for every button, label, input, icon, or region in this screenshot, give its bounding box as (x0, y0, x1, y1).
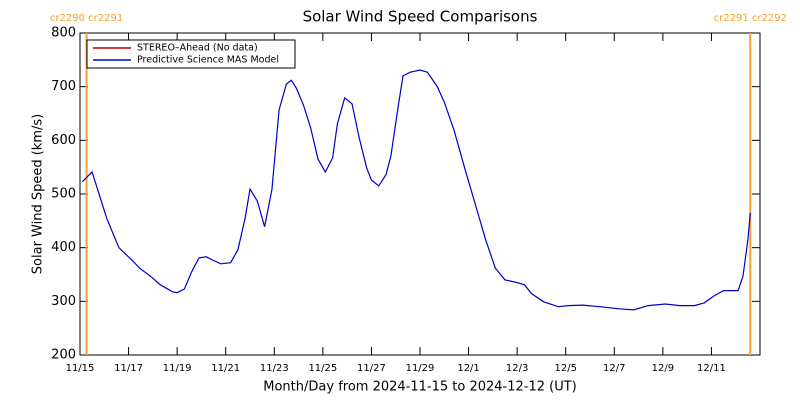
x-tick-label: 11/27 (357, 363, 386, 374)
x-tick-label: 11/19 (163, 363, 192, 374)
x-tick-label: 11/15 (66, 363, 95, 374)
legend-box (86, 39, 296, 69)
x-tick-label: 12/1 (457, 363, 479, 374)
x-tick-label: 11/29 (406, 363, 435, 374)
y-tick-label: 400 (51, 240, 76, 255)
x-tick-label: 12/9 (652, 363, 674, 374)
y-tick-label: 600 (51, 133, 76, 148)
y-tick-label: 200 (51, 348, 76, 363)
y-tick-label: 800 (51, 26, 76, 41)
x-tick-label: 12/7 (603, 363, 625, 374)
chart-title: Solar Wind Speed Comparisons (303, 8, 538, 26)
carrington-label: cr2290 cr2291 (50, 13, 123, 24)
x-tick-label: 11/25 (308, 363, 337, 374)
legend-label: Predictive Science MAS Model (137, 55, 279, 66)
carrington-label: cr2291 cr2292 (714, 13, 787, 24)
y-axis-label: Solar Wind Speed (km/s) (31, 114, 46, 274)
x-axis-label: Month/Day from 2024-11-15 to 2024-12-12 … (263, 380, 576, 395)
legend-label: STEREO–Ahead (No data) (137, 43, 258, 54)
x-tick-label: 12/11 (697, 363, 726, 374)
x-tick-label: 11/23 (260, 363, 289, 374)
y-tick-label: 300 (51, 294, 76, 309)
x-tick-label: 12/3 (506, 363, 528, 374)
y-tick-label: 500 (51, 187, 76, 202)
series-line (81, 69, 751, 311)
x-tick-label: 12/5 (554, 363, 576, 374)
x-tick-label: 11/17 (114, 363, 143, 374)
x-tick-label: 11/21 (211, 363, 240, 374)
y-tick-label: 700 (51, 79, 76, 94)
